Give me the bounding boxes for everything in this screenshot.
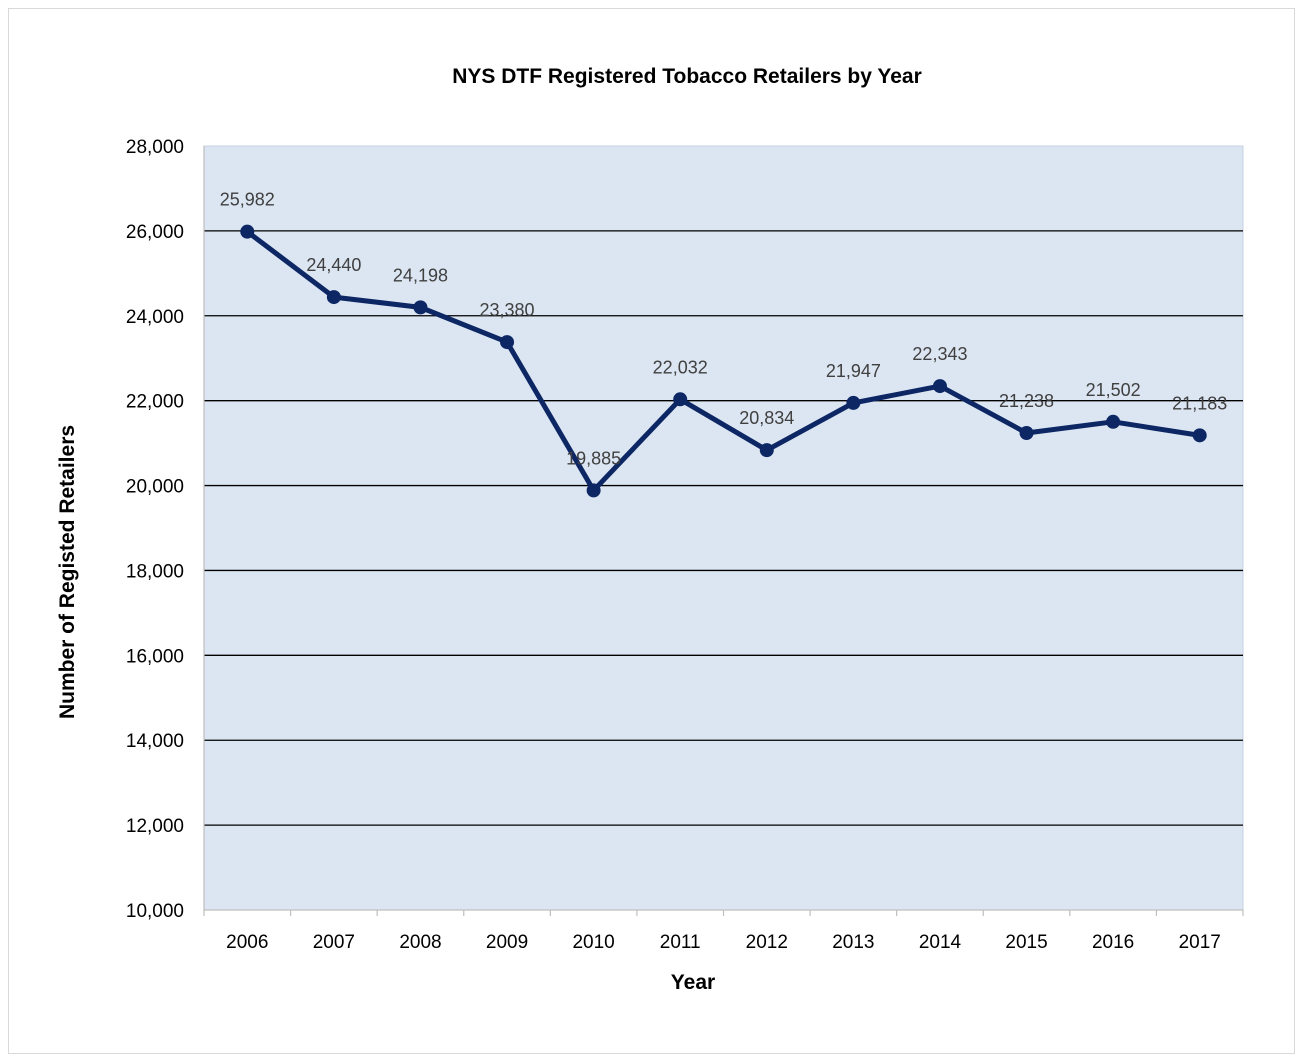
data-point-2015 bbox=[1019, 426, 1034, 441]
x-tick-label: 2017 bbox=[1179, 932, 1221, 953]
y-axis-title: Number of Registed Retailers bbox=[56, 425, 79, 719]
x-tick-label: 2014 bbox=[919, 932, 962, 953]
gridlines bbox=[204, 230, 1243, 826]
y-tick-label: 10,000 bbox=[126, 901, 184, 922]
x-tick-label: 2009 bbox=[486, 932, 528, 953]
data-label-2010: 19,885 bbox=[566, 448, 621, 468]
y-tick-label: 16,000 bbox=[126, 646, 184, 667]
y-tick-label: 24,000 bbox=[126, 307, 184, 328]
y-axis-tick-labels: 10,000 12,000 14,000 16,000 18,000 20,000 22,0… bbox=[126, 137, 184, 922]
x-tick-label: 2007 bbox=[313, 932, 355, 953]
y-tick-label: 22,000 bbox=[126, 392, 184, 413]
plot-area bbox=[203, 145, 1244, 911]
x-tick-label: 2011 bbox=[660, 932, 701, 953]
data-point-2012 bbox=[759, 443, 774, 458]
data-label-2011: 22,032 bbox=[653, 357, 708, 377]
y-tick-label: 12,000 bbox=[126, 816, 184, 837]
data-point-2010 bbox=[586, 483, 601, 498]
axes bbox=[203, 146, 1244, 916]
x-tick-label: 2008 bbox=[399, 932, 441, 953]
y-tick-label: 26,000 bbox=[126, 222, 184, 243]
x-tick-label: 2015 bbox=[1005, 932, 1047, 953]
x-tick-label: 2006 bbox=[226, 932, 268, 953]
data-point-2008 bbox=[413, 300, 428, 315]
x-axis-tick-labels: 2006 2007 2008 2009 2010 2011 2012 2013 2014 2015… bbox=[226, 932, 1221, 953]
chart-title: NYS DTF Registered Tobacco Retailers by … bbox=[452, 65, 922, 88]
data-label-2008: 24,198 bbox=[393, 265, 448, 285]
data-label-2017: 21,183 bbox=[1172, 393, 1227, 413]
series-line bbox=[244, 229, 1203, 493]
data-labels: 25,982 24,440 24,198 23,380 19,885 22,032 20,8… bbox=[220, 190, 1227, 469]
data-point-2013 bbox=[846, 395, 861, 410]
data-label-2016: 21,502 bbox=[1086, 380, 1141, 400]
x-tick-label: 2016 bbox=[1092, 932, 1134, 953]
data-point-2007 bbox=[326, 290, 341, 305]
series-layer bbox=[240, 224, 1207, 498]
x-tick-label: 2010 bbox=[572, 932, 614, 953]
data-label-2009: 23,380 bbox=[480, 300, 535, 320]
y-tick-label: 20,000 bbox=[126, 477, 184, 498]
data-label-2006: 25,982 bbox=[220, 190, 275, 210]
data-label-2015: 21,238 bbox=[999, 391, 1054, 411]
data-point-2016 bbox=[1106, 414, 1121, 429]
data-label-2007: 24,440 bbox=[306, 255, 361, 275]
data-point-2011 bbox=[673, 392, 688, 407]
y-tick-label: 14,000 bbox=[126, 731, 184, 752]
data-label-2013: 21,947 bbox=[826, 361, 881, 381]
data-point-2009 bbox=[500, 335, 515, 350]
data-point-2006 bbox=[240, 224, 255, 239]
data-label-2012: 20,834 bbox=[739, 408, 794, 428]
data-point-2017 bbox=[1192, 428, 1207, 443]
y-tick-label: 28,000 bbox=[126, 137, 184, 158]
x-tick-label: 2012 bbox=[746, 932, 788, 953]
y-tick-label: 18,000 bbox=[126, 561, 184, 582]
x-tick-label: 2013 bbox=[832, 932, 874, 953]
x-axis-title: Year bbox=[671, 971, 715, 994]
data-point-2014 bbox=[932, 379, 947, 394]
data-label-2014: 22,343 bbox=[912, 344, 967, 364]
